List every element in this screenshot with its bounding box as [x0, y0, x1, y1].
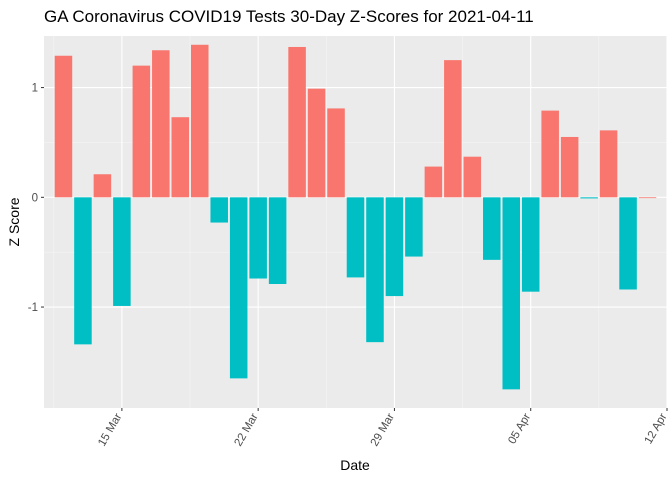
bar	[152, 50, 170, 198]
bar	[560, 136, 579, 198]
bar	[113, 197, 131, 306]
bar	[307, 88, 326, 198]
bars	[54, 44, 657, 390]
bar	[483, 197, 501, 260]
bar	[521, 197, 540, 292]
bar	[463, 156, 482, 198]
x-tick-label: 29 Mar	[369, 411, 397, 448]
bar	[74, 197, 92, 345]
bar	[268, 197, 287, 284]
bar	[54, 55, 73, 198]
y-tick-label: -1	[28, 302, 38, 314]
x-tick-label: 15 Mar	[96, 411, 124, 448]
bar	[405, 197, 423, 257]
bar	[346, 197, 365, 278]
x-tick-label: 12 Apr	[643, 411, 670, 446]
bar	[288, 46, 306, 198]
bar	[444, 60, 462, 198]
bar	[580, 197, 598, 199]
y-tick-label: 0	[32, 192, 38, 204]
bar	[541, 110, 559, 198]
chart-title: GA Coronavirus COVID19 Tests 30-Day Z-Sc…	[44, 7, 534, 26]
x-axis-ticks: 15 Mar 22 Mar 29 Mar 05 Apr 12 Apr	[96, 408, 670, 449]
bar	[638, 197, 657, 199]
bar	[424, 166, 443, 198]
bar	[249, 197, 267, 279]
bar	[171, 117, 190, 198]
bar	[599, 130, 618, 198]
bar	[93, 174, 112, 198]
bar	[502, 197, 521, 390]
x-axis-title: Date	[340, 457, 370, 473]
x-tick-label: 05 Apr	[506, 411, 533, 446]
bar	[132, 65, 151, 198]
y-axis-ticks: -1 0 1	[28, 83, 44, 314]
bar	[210, 197, 228, 223]
y-axis-title: Z Score	[6, 197, 22, 246]
bar	[229, 197, 248, 379]
bar	[190, 44, 209, 198]
x-tick-label: 22 Mar	[232, 411, 260, 448]
y-tick-label: 1	[32, 83, 38, 95]
bar	[385, 197, 404, 297]
bar	[366, 197, 384, 343]
bar	[327, 108, 345, 198]
bar	[619, 197, 637, 290]
